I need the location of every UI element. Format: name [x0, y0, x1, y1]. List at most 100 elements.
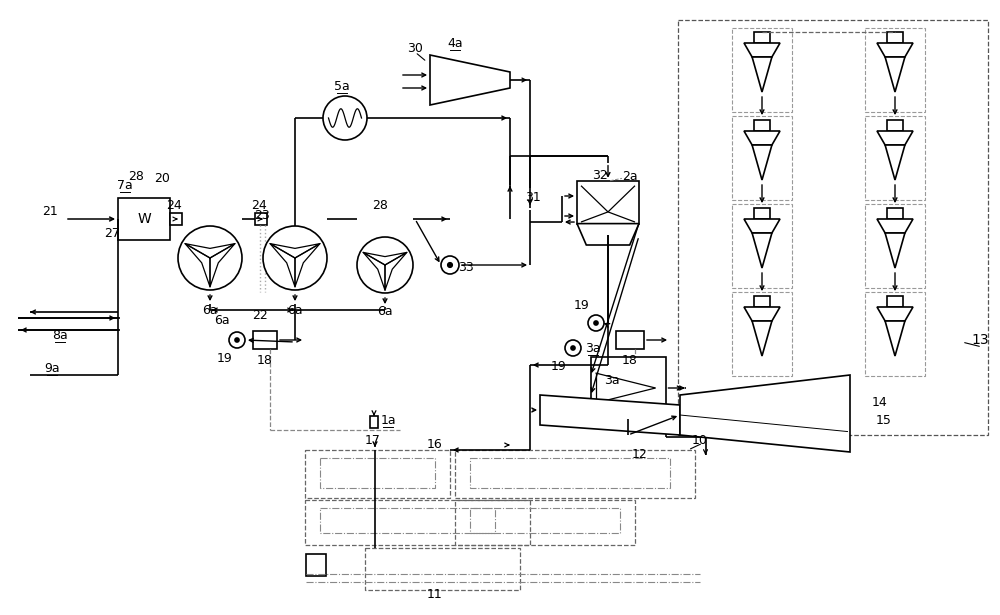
Bar — [370, 416, 378, 428]
Bar — [170, 213, 182, 225]
Text: W: W — [137, 212, 151, 226]
Bar — [470, 508, 620, 533]
Text: 20: 20 — [154, 172, 170, 184]
Polygon shape — [877, 43, 913, 57]
Bar — [732, 204, 792, 288]
Bar — [320, 458, 435, 488]
Polygon shape — [577, 224, 639, 245]
Circle shape — [235, 338, 239, 342]
Polygon shape — [752, 233, 772, 268]
Circle shape — [178, 226, 242, 290]
Text: 14: 14 — [872, 395, 888, 408]
Text: 33: 33 — [458, 261, 474, 274]
Bar — [320, 508, 495, 533]
Bar — [887, 296, 903, 307]
Circle shape — [565, 340, 581, 356]
Text: 18: 18 — [257, 354, 273, 367]
Text: 19: 19 — [574, 298, 590, 312]
Text: 19: 19 — [551, 360, 567, 373]
Text: 2a: 2a — [622, 170, 638, 183]
Polygon shape — [885, 145, 905, 180]
Bar — [455, 450, 695, 498]
Bar — [754, 208, 770, 219]
Circle shape — [594, 321, 598, 325]
Text: 21: 21 — [42, 205, 58, 218]
Circle shape — [571, 346, 575, 350]
Bar — [887, 208, 903, 219]
Polygon shape — [752, 145, 772, 180]
Bar — [365, 548, 520, 590]
Bar — [590, 357, 666, 419]
Text: 24: 24 — [251, 199, 267, 212]
Polygon shape — [752, 57, 772, 92]
Circle shape — [263, 226, 327, 290]
Text: 3a: 3a — [604, 373, 620, 386]
Text: 6a: 6a — [214, 314, 230, 327]
Bar — [455, 500, 635, 545]
Text: 11: 11 — [427, 589, 443, 601]
Text: 1a: 1a — [380, 413, 396, 426]
Text: 8a: 8a — [52, 328, 68, 341]
Bar — [754, 32, 770, 43]
Text: 18: 18 — [622, 354, 638, 367]
Circle shape — [588, 315, 604, 331]
Text: 31: 31 — [525, 191, 541, 204]
Polygon shape — [540, 395, 680, 435]
Circle shape — [229, 332, 245, 348]
Text: 12: 12 — [632, 448, 648, 461]
Text: 10: 10 — [692, 434, 708, 446]
Bar — [887, 32, 903, 43]
Text: 30: 30 — [407, 41, 423, 55]
Bar — [887, 120, 903, 131]
Text: 16: 16 — [427, 438, 443, 451]
Bar — [732, 292, 792, 376]
Bar — [678, 20, 988, 435]
Text: 5a: 5a — [334, 79, 350, 92]
Text: 32: 32 — [592, 169, 608, 182]
Text: 6a: 6a — [202, 303, 218, 317]
Polygon shape — [885, 233, 905, 268]
Polygon shape — [877, 307, 913, 321]
Polygon shape — [744, 131, 780, 145]
Text: 27: 27 — [104, 226, 120, 239]
Polygon shape — [744, 43, 780, 57]
Polygon shape — [430, 55, 510, 105]
Text: 23: 23 — [254, 208, 270, 221]
Bar — [754, 120, 770, 131]
Polygon shape — [885, 321, 905, 356]
Bar — [865, 292, 925, 376]
Circle shape — [357, 237, 413, 293]
Circle shape — [448, 263, 452, 268]
Polygon shape — [877, 219, 913, 233]
Text: 4a: 4a — [447, 36, 463, 49]
Bar — [865, 204, 925, 288]
Text: 7a: 7a — [117, 178, 133, 191]
Bar — [865, 116, 925, 200]
Bar — [306, 554, 326, 576]
Text: 3a: 3a — [585, 341, 601, 354]
Text: 13: 13 — [971, 333, 989, 347]
Polygon shape — [752, 321, 772, 356]
Text: 15: 15 — [876, 413, 892, 426]
Circle shape — [441, 256, 459, 274]
Bar — [865, 28, 925, 112]
Text: 9a: 9a — [44, 362, 60, 375]
Text: 6a: 6a — [377, 304, 393, 317]
Bar — [305, 450, 450, 498]
Text: 28: 28 — [372, 199, 388, 212]
Text: 19: 19 — [217, 352, 233, 365]
Polygon shape — [680, 375, 850, 452]
Polygon shape — [744, 219, 780, 233]
Circle shape — [323, 96, 367, 140]
Text: 17: 17 — [365, 434, 381, 446]
Bar — [616, 331, 644, 349]
Polygon shape — [885, 57, 905, 92]
Polygon shape — [877, 131, 913, 145]
Text: 22: 22 — [252, 309, 268, 322]
Text: 6a: 6a — [287, 303, 303, 317]
Text: 24: 24 — [166, 199, 182, 212]
Bar — [732, 116, 792, 200]
Bar — [253, 331, 277, 349]
Bar — [470, 458, 670, 488]
Bar — [754, 296, 770, 307]
